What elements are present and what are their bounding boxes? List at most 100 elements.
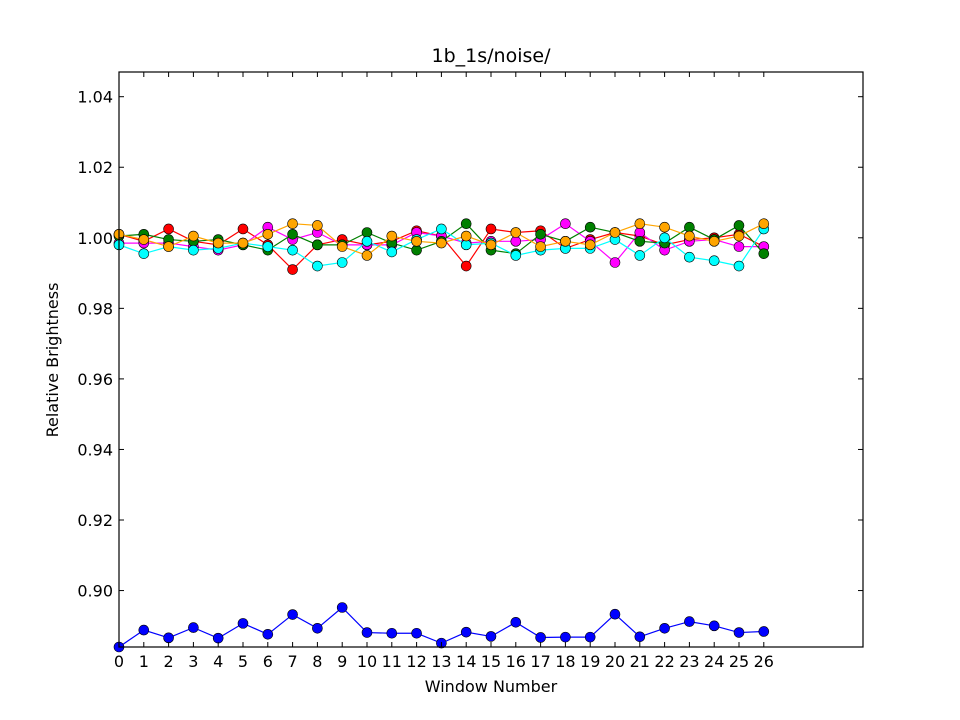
data-point	[708, 620, 720, 632]
y-tick-label: 1.04	[77, 88, 113, 107]
data-point	[609, 257, 621, 268]
data-point	[212, 237, 224, 249]
y-tick-label: 1.00	[77, 229, 113, 248]
data-point	[312, 220, 323, 231]
data-point	[733, 220, 745, 231]
x-tick-label: 12	[406, 652, 426, 671]
data-point	[485, 239, 497, 251]
data-point	[138, 624, 150, 636]
x-tick-label: 21	[630, 652, 650, 671]
data-point	[560, 218, 571, 229]
x-tick-label: 20	[605, 652, 625, 671]
data-point	[287, 228, 298, 240]
data-point	[188, 230, 199, 242]
data-point	[634, 218, 646, 229]
data-point	[287, 218, 298, 229]
y-tick-label: 0.98	[77, 299, 113, 318]
data-point	[361, 250, 373, 261]
data-point	[361, 227, 373, 238]
data-point	[188, 244, 199, 256]
x-tick-label: 7	[288, 652, 298, 671]
data-point	[535, 632, 546, 643]
x-tick-label: 4	[213, 652, 223, 671]
data-point	[386, 627, 398, 639]
series-0	[113, 602, 770, 653]
data-point	[684, 251, 695, 263]
x-tick-label: 25	[729, 652, 749, 671]
data-point	[758, 218, 770, 229]
data-point	[312, 260, 323, 272]
data-point	[411, 627, 422, 639]
y-tick-label: 0.92	[77, 511, 113, 530]
data-point	[584, 631, 596, 643]
data-point	[411, 236, 422, 247]
data-point	[510, 227, 522, 238]
data-point	[634, 250, 646, 261]
data-point	[212, 632, 224, 644]
data-point	[535, 241, 546, 252]
data-point	[138, 234, 150, 245]
data-point	[485, 631, 497, 642]
data-point	[733, 241, 745, 252]
data-point	[510, 236, 522, 247]
data-point	[758, 626, 770, 637]
data-point	[237, 618, 249, 629]
data-point	[312, 239, 323, 251]
data-point	[188, 622, 199, 633]
x-tick-label: 26	[754, 652, 774, 671]
x-tick-label: 2	[164, 652, 174, 671]
data-point	[262, 241, 274, 252]
data-point	[163, 632, 174, 644]
data-point	[287, 609, 298, 620]
x-tick-label: 23	[679, 652, 699, 671]
y-tick-label: 0.96	[77, 370, 113, 389]
x-tick-label: 24	[704, 652, 724, 671]
data-point	[758, 248, 770, 259]
data-point	[733, 627, 745, 638]
series-layer	[113, 218, 770, 653]
x-tick-label: 8	[312, 652, 322, 671]
data-point	[535, 228, 546, 240]
plot-frame	[118, 71, 864, 648]
data-point	[510, 250, 522, 261]
data-point	[336, 602, 348, 613]
x-tick-label: 10	[357, 652, 377, 671]
data-point	[684, 221, 695, 233]
data-point	[460, 230, 472, 242]
data-point	[733, 260, 745, 272]
x-tick-label: 11	[382, 652, 402, 671]
data-point	[560, 236, 571, 247]
x-tick-label: 18	[555, 652, 575, 671]
x-tick-label: 13	[431, 652, 451, 671]
y-tick-label: 1.02	[77, 158, 113, 177]
x-tick-label: 19	[580, 652, 600, 671]
data-point	[708, 255, 720, 267]
data-point	[138, 248, 150, 259]
x-axis-label: Window Number	[425, 677, 558, 696]
y-tick-label: 0.94	[77, 440, 113, 459]
x-tick-label: 17	[530, 652, 550, 671]
data-point	[411, 244, 422, 256]
data-point	[609, 227, 621, 238]
data-point	[659, 232, 670, 244]
x-tick-label: 3	[188, 652, 198, 671]
data-point	[436, 223, 447, 235]
data-point	[336, 257, 348, 268]
x-tick-label: 16	[506, 652, 526, 671]
data-point	[708, 236, 720, 247]
data-point	[460, 626, 472, 638]
data-point	[609, 608, 621, 620]
data-point	[510, 617, 522, 628]
data-point	[460, 218, 472, 229]
data-point	[684, 616, 695, 627]
data-point	[163, 223, 174, 235]
data-point	[237, 223, 249, 235]
chart-title: 1b_1s/noise/	[432, 45, 552, 67]
data-point	[634, 227, 646, 238]
x-tick-label: 0	[114, 652, 124, 671]
data-point	[287, 244, 298, 256]
data-point	[560, 631, 571, 643]
data-point	[584, 221, 596, 233]
x-tick-label: 15	[481, 652, 501, 671]
